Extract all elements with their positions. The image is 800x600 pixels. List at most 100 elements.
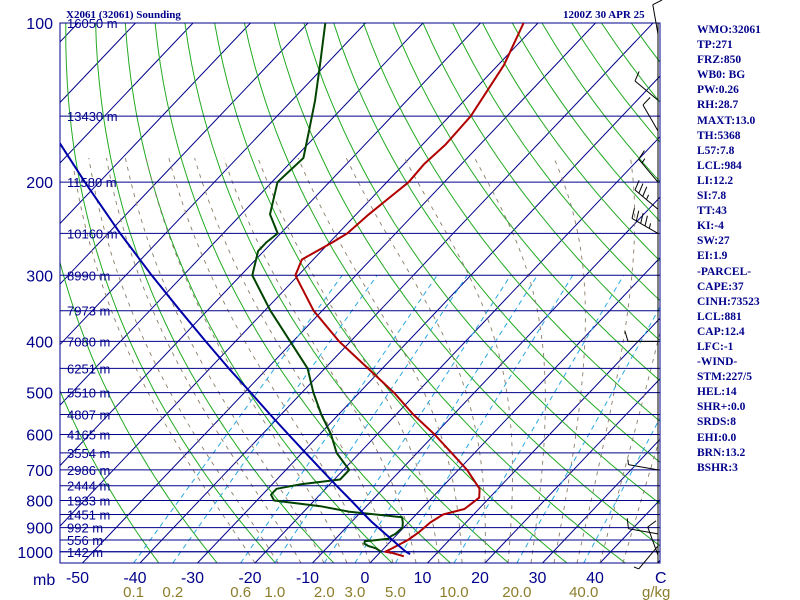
wind-barb <box>638 150 659 183</box>
height-label: 556 m <box>67 533 103 548</box>
wind-barb-flag <box>644 215 648 227</box>
wind-barb-flag <box>640 213 644 224</box>
isotherm-line <box>542 438 660 563</box>
dry-adiabat-line <box>154 23 451 563</box>
dry-adiabat-line <box>452 23 660 302</box>
pressure-tick-label: 700 <box>26 463 53 480</box>
index-item: FRZ:850 <box>697 54 742 67</box>
isotherm-line <box>197 75 660 563</box>
pressure-tick-label: 600 <box>26 427 53 444</box>
index-item: MAXT:13.0 <box>697 114 756 127</box>
wind-barb-half-flag <box>641 158 646 164</box>
temperature-tick-label: 0 <box>361 570 370 587</box>
dry-adiabat-line <box>422 23 660 342</box>
pressure-axis-label: mb <box>33 572 55 589</box>
isotherm-line <box>60 23 251 225</box>
pressure-tick-label: 200 <box>26 175 53 192</box>
dry-adiabat-line <box>124 23 393 563</box>
height-label: 11580 m <box>67 175 117 190</box>
pressure-tick-label: 400 <box>26 334 53 351</box>
index-item: HEL:14 <box>697 386 737 399</box>
wind-barb-flag <box>631 208 635 219</box>
mixing-ratio-tick-label: 0.1 <box>123 584 144 600</box>
moist-adiabat-line <box>345 157 486 563</box>
index-item: SRDS:8 <box>697 416 736 429</box>
index-item: LFC:-1 <box>697 340 734 353</box>
isotherm-line <box>254 135 660 563</box>
dry-adiabat-line <box>392 23 660 382</box>
mixing-ratio-tick-label: 2.0 <box>314 584 335 600</box>
height-label: 7973 m <box>67 304 110 319</box>
station-title: X2061 (32061) Sounding <box>66 9 181 21</box>
moist-adiabat-line <box>88 157 279 563</box>
moist-adiabat-line <box>106 157 302 563</box>
temperature-unit-label: C <box>655 570 667 587</box>
moist-adiabat-line <box>257 157 440 563</box>
parcel-profile <box>60 141 411 555</box>
wind-barb-half-flag <box>648 223 652 229</box>
isotherm-line <box>369 257 660 563</box>
pressure-tick-label: 500 <box>26 386 53 403</box>
dry-adiabat-line <box>60 260 218 563</box>
temperature-tick-label: 40 <box>586 570 604 587</box>
temperature-tick-label: -20 <box>238 570 261 587</box>
index-item: KI:-4 <box>697 220 724 233</box>
mixing-ratio-tick-label: 40.0 <box>569 584 598 600</box>
moist-adiabat-line <box>474 157 546 563</box>
wind-barb-flag <box>635 210 640 222</box>
height-label: 1451 m <box>67 507 110 522</box>
mixing-ratio-tick-label: 20.0 <box>502 584 531 600</box>
wind-barb-half-flag <box>633 566 639 570</box>
wind-barb-shaft <box>634 80 659 101</box>
wind-barb-shaft <box>652 4 659 35</box>
index-item: SHR+:0.0 <box>697 401 746 414</box>
plot-frame <box>59 22 661 564</box>
height-label: 4165 m <box>67 427 110 442</box>
mixing-ratio-tick-label: 3.0 <box>344 584 365 600</box>
moist-adiabat-line <box>71 157 256 563</box>
wind-barb-flag <box>642 186 648 197</box>
height-label: 142 m <box>67 545 103 560</box>
index-item: TP:271 <box>697 39 733 52</box>
moist-adiabat-line <box>576 157 636 563</box>
pressure-tick-label: 900 <box>26 521 53 538</box>
wind-barb <box>627 459 659 471</box>
index-item: BSHR:3 <box>697 461 738 474</box>
index-item: CAP:12.4 <box>697 325 745 338</box>
wind-barb-half-flag <box>646 194 650 200</box>
dry-adiabat-line <box>95 23 335 563</box>
dry-adiabat-line <box>362 23 660 422</box>
isotherm-line <box>60 23 309 285</box>
mixing-ratio-tick-label: 5.0 <box>385 584 406 600</box>
sounding-time: 1200Z 30 APR 25 <box>563 9 645 21</box>
pressure-tick-label: 800 <box>26 494 53 511</box>
height-label: 2444 m <box>67 479 110 494</box>
wind-barb-shaft <box>628 464 659 471</box>
temperature-tick-label: -50 <box>66 570 89 587</box>
isobars <box>59 22 661 564</box>
height-label: 16050 m <box>67 16 118 31</box>
wind-barb-flag <box>634 180 640 191</box>
index-item: WB0: BG <box>697 69 746 82</box>
height-label: 7080 m <box>67 334 110 349</box>
height-label: 5510 m <box>67 386 110 401</box>
dry-adiabat-line <box>243 23 626 563</box>
isotherm-line <box>60 23 194 164</box>
wind-barb <box>626 518 659 535</box>
wind-barb <box>624 331 658 342</box>
moist-adiabat-line <box>553 157 586 563</box>
temperature-profile <box>294 23 525 558</box>
index-item: PW:0.26 <box>697 84 739 97</box>
wind-barb-flag <box>626 518 629 529</box>
profiles <box>60 23 525 558</box>
mixing-ratio-tick-label: 1.0 <box>264 584 285 600</box>
isotherm-line <box>60 23 481 467</box>
mixing-ratio-line <box>516 306 660 563</box>
wind-barb <box>652 0 663 35</box>
dry-adiabat-line <box>333 23 660 463</box>
wind-barb-flag <box>642 97 651 106</box>
wind-barb-shaft <box>638 545 659 570</box>
height-label: 10160 m <box>67 226 118 241</box>
